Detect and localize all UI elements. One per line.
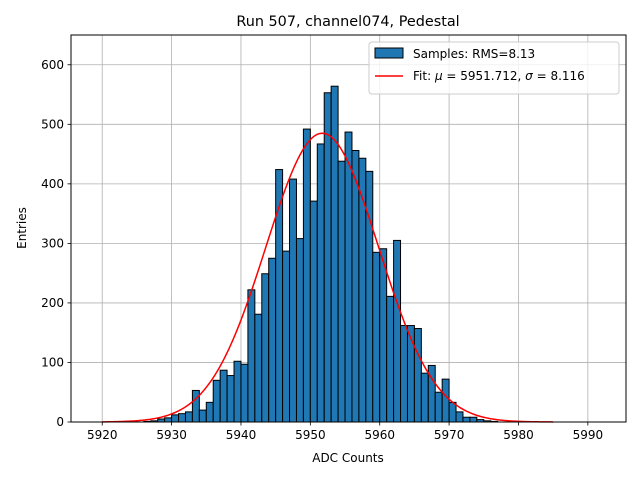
y-tick-label: 100 — [41, 356, 64, 370]
histogram-bar — [178, 413, 186, 423]
histogram-bar — [469, 416, 478, 423]
x-tick-label: 5920 — [87, 428, 118, 442]
histogram-bar — [254, 313, 263, 423]
histogram-bar — [302, 128, 311, 423]
x-axis-label: ADC Counts — [312, 451, 384, 465]
x-tick-label: 5940 — [226, 428, 257, 442]
histogram-bar — [351, 150, 360, 423]
histogram-bar — [330, 85, 339, 423]
x-tick-label: 5970 — [434, 428, 465, 442]
histogram-bar — [268, 257, 277, 423]
histogram-bar — [448, 401, 457, 423]
x-tick-label: 5950 — [295, 428, 326, 442]
histogram-bar — [289, 178, 297, 423]
histogram-bar — [372, 251, 381, 423]
y-tick-label: 200 — [41, 296, 64, 310]
y-tick-label: 400 — [41, 177, 64, 191]
histogram-bars — [143, 85, 499, 423]
legend-fit-sigma-symbol: σ — [525, 69, 533, 83]
y-axis-ticks: 0 100 200 300 400 500 600 — [41, 58, 71, 429]
histogram-bar — [455, 411, 464, 423]
histogram-bar — [219, 369, 228, 423]
plot-frame — [70, 34, 627, 423]
y-axis-label: Entries — [15, 207, 29, 249]
histogram-bar — [309, 200, 318, 423]
histogram-bar — [247, 289, 256, 423]
histogram-bar — [212, 379, 221, 423]
histogram-bar — [434, 391, 443, 423]
histogram-bar — [184, 411, 193, 423]
y-tick-label: 300 — [41, 237, 64, 251]
histogram-bar — [420, 372, 429, 423]
x-tick-label: 5930 — [156, 428, 187, 442]
histogram-bar — [379, 248, 388, 423]
x-tick-label: 5980 — [503, 428, 534, 442]
histogram-bar — [226, 375, 235, 423]
legend: Samples: RMS=8.13 Fit: μ = 5951.712, σ =… — [368, 41, 620, 95]
histogram-bar — [171, 414, 180, 423]
legend-fit-label: Fit: μ = 5951.712, σ = 8.116 — [413, 69, 585, 83]
histogram-bar — [191, 389, 200, 423]
histogram-bar — [393, 239, 402, 423]
y-tick-label: 600 — [41, 58, 64, 72]
histogram-bar — [233, 360, 242, 423]
legend-fit-mu-value: = 5951.712, — [443, 69, 526, 83]
histogram-bar — [337, 160, 346, 423]
histogram-bar — [282, 250, 291, 423]
legend-fit-mu-symbol: μ — [434, 69, 443, 83]
legend-fit-sigma-value: = 8.116 — [533, 69, 585, 83]
legend-histogram-swatch — [374, 47, 404, 59]
histogram-bar — [198, 409, 207, 423]
histogram-bar — [205, 401, 214, 423]
legend-box — [368, 41, 620, 95]
histogram-bar — [240, 363, 249, 423]
histogram-bar — [400, 325, 408, 423]
x-axis-ticks: 5920 5930 5940 5950 5960 5970 5980 5990 — [87, 422, 603, 442]
histogram-bar — [386, 295, 395, 423]
histogram-bar — [441, 378, 450, 423]
histogram-bar — [323, 92, 332, 423]
fit-curve — [102, 132, 554, 423]
y-tick-label: 0 — [56, 415, 64, 429]
histogram-bar — [316, 143, 325, 423]
histogram-bar — [261, 273, 270, 423]
x-tick-label: 5990 — [573, 428, 604, 442]
histogram-bar — [413, 328, 422, 423]
legend-fit-prefix: Fit: — [413, 69, 435, 83]
histogram-bar — [164, 417, 173, 423]
y-tick-label: 500 — [41, 118, 64, 132]
legend-histogram-label: Samples: RMS=8.13 — [413, 47, 535, 61]
x-tick-label: 5960 — [364, 428, 395, 442]
chart-title: Run 507, channel074, Pedestal — [236, 14, 459, 30]
histogram-bar — [462, 416, 471, 423]
histogram-bar — [295, 238, 304, 423]
histogram-bar — [344, 131, 353, 423]
